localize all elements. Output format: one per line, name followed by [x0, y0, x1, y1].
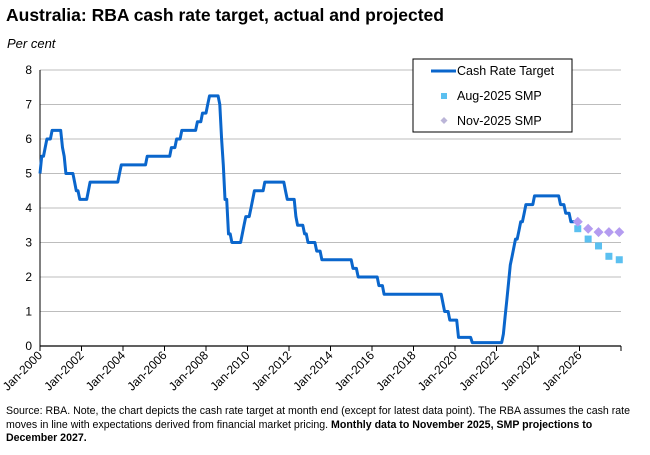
nov-2025-smp-point — [583, 223, 594, 234]
y-tick-label: 5 — [25, 167, 32, 181]
footnote: Source: RBA. Note, the chart depicts the… — [6, 405, 646, 446]
nov-2025-smp-point — [603, 227, 614, 238]
y-tick-label: 1 — [25, 305, 32, 319]
nov-2025-smp-point — [572, 216, 583, 227]
footnote-bold: Monthly data to November 2025, SMP proje… — [6, 418, 593, 445]
aug-2025-smp-point — [584, 235, 592, 243]
y-tick-label: 4 — [25, 201, 32, 215]
x-tick-label: Jan-2020 — [415, 348, 461, 394]
x-tick-label: Jan-2000 — [0, 348, 45, 394]
y-tick-label: 8 — [25, 63, 32, 77]
x-tick-label: Jan-2014 — [290, 348, 336, 394]
x-tick-label: Jan-2026 — [539, 348, 585, 394]
y-tick-label: 3 — [25, 236, 32, 250]
x-tick-label: Jan-2022 — [456, 348, 502, 394]
nov-2025-smp-point — [593, 227, 604, 238]
y-tick-label: 6 — [25, 132, 32, 146]
x-tick-label: Jan-2006 — [124, 348, 170, 394]
legend-label: Cash Rate Target — [457, 64, 555, 78]
legend-label: Aug-2025 SMP — [457, 89, 542, 103]
x-tick-label: Jan-2024 — [498, 348, 544, 394]
footnote-text: Source: RBA. Note, the chart depicts the… — [6, 405, 630, 431]
nov-2025-smp-point — [614, 227, 625, 238]
chart: 012345678Jan-2000Jan-2002Jan-2004Jan-200… — [0, 58, 625, 394]
y-axis-unit-label: Per cent — [7, 36, 56, 51]
x-tick-label: Jan-2002 — [41, 348, 87, 394]
aug-2025-smp-point — [615, 256, 623, 264]
x-tick-label: Jan-2010 — [207, 348, 253, 394]
x-tick-label: Jan-2004 — [83, 348, 129, 394]
aug-2025-smp-point — [574, 225, 582, 233]
legend-swatch-nov-smp — [440, 117, 448, 124]
x-tick-label: Jan-2016 — [332, 348, 378, 394]
y-tick-label: 0 — [25, 339, 32, 353]
legend-label: Nov-2025 SMP — [457, 114, 542, 128]
legend-swatch-aug-smp — [441, 93, 447, 99]
y-tick-label: 2 — [25, 270, 32, 284]
x-tick-label: Jan-2008 — [166, 348, 212, 394]
aug-2025-smp-point — [605, 252, 613, 260]
x-tick-label: Jan-2012 — [249, 348, 295, 394]
chart-title: Australia: RBA cash rate target, actual … — [6, 5, 444, 25]
x-tick-label: Jan-2018 — [373, 348, 419, 394]
y-tick-label: 7 — [25, 98, 32, 112]
aug-2025-smp-point — [595, 242, 603, 250]
cash-rate-target-line — [38, 94, 576, 345]
